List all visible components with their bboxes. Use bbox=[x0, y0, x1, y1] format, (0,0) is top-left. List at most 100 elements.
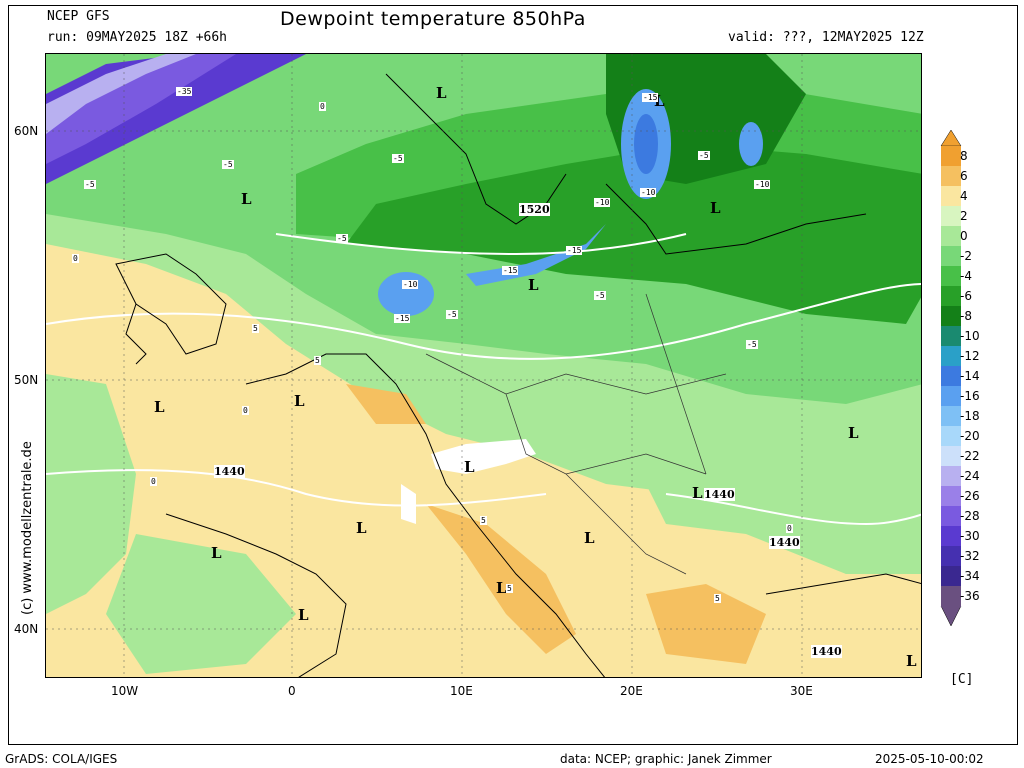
contour-label: -15 bbox=[502, 266, 519, 275]
run-info: run: 09MAY2025 18Z +66h bbox=[47, 30, 228, 45]
contour-label: 0 bbox=[242, 406, 249, 415]
field-minus16-band bbox=[466, 224, 606, 286]
legend-tick-label: -26 bbox=[960, 489, 980, 503]
legend-cell bbox=[941, 206, 961, 227]
legend-tick-label: -14 bbox=[960, 369, 980, 383]
low-marker: L bbox=[584, 529, 595, 547]
contour-label: -10 bbox=[754, 180, 771, 189]
lat-label: 60N bbox=[14, 124, 39, 138]
contour-label: 5 bbox=[480, 516, 487, 525]
height-label: 1440 bbox=[811, 645, 842, 658]
legend-cell bbox=[941, 346, 961, 367]
field-plus6-italy bbox=[426, 504, 576, 654]
lat-label: 50N bbox=[14, 373, 39, 387]
contour-label: 0 bbox=[786, 524, 793, 533]
legend-cell bbox=[941, 526, 961, 547]
legend-tick-label: -20 bbox=[960, 429, 980, 443]
valid-time: valid: ???, 12MAY2025 12Z bbox=[728, 30, 924, 45]
below-ground-west-alps bbox=[401, 484, 416, 524]
low-marker: L bbox=[298, 606, 309, 624]
field-zero-atlantic bbox=[46, 374, 136, 614]
contour-label: 0 bbox=[72, 254, 79, 263]
height-label: 1440 bbox=[769, 536, 800, 549]
footer-credits: data: NCEP; graphic: Janek Zimmer bbox=[560, 752, 772, 766]
low-marker: L bbox=[436, 84, 447, 102]
lon-label: 30E bbox=[790, 684, 813, 698]
contour-label: 5 bbox=[314, 356, 321, 365]
legend-tick-label: -12 bbox=[960, 349, 980, 363]
low-marker: L bbox=[848, 424, 859, 442]
contour-label: -5 bbox=[446, 310, 458, 319]
footer-timestamp: 2025-05-10-00:02 bbox=[875, 752, 984, 766]
contour-label: -5 bbox=[392, 154, 404, 163]
legend-tick-label: -10 bbox=[960, 329, 980, 343]
legend-cell bbox=[941, 186, 961, 207]
map-title: Dewpoint temperature 850hPa bbox=[280, 8, 586, 30]
isohypse-line bbox=[46, 283, 921, 360]
below-ground-alps bbox=[431, 439, 536, 474]
coastlines bbox=[115, 73, 921, 677]
lon-label: 10E bbox=[450, 684, 473, 698]
contour-label: -5 bbox=[222, 160, 234, 169]
legend-cell bbox=[941, 566, 961, 587]
contour-label: -15 bbox=[394, 314, 411, 323]
contour-label: -5 bbox=[594, 291, 606, 300]
low-marker: L bbox=[692, 484, 703, 502]
low-marker: L bbox=[241, 190, 252, 208]
contour-label: -10 bbox=[594, 198, 611, 207]
field-plus4-west bbox=[106, 274, 406, 534]
legend-tick-label: -36 bbox=[960, 589, 980, 603]
lon-label: 0 bbox=[288, 684, 296, 698]
lon-label: 10W bbox=[111, 684, 139, 698]
isohypse-line bbox=[46, 469, 547, 507]
legend-cell bbox=[941, 326, 961, 347]
contour-label: -5 bbox=[336, 234, 348, 243]
legend-cell bbox=[941, 406, 961, 427]
legend-tick-label: -32 bbox=[960, 549, 980, 563]
legend-tick-label: -2 bbox=[960, 249, 972, 263]
field-plus6-france bbox=[346, 384, 426, 424]
figure-frame bbox=[8, 5, 1018, 745]
contour-label: -35 bbox=[176, 87, 193, 96]
country-borders bbox=[425, 293, 727, 575]
contour-label: -15 bbox=[642, 93, 659, 102]
model-name: NCEP GFS bbox=[47, 9, 110, 24]
contour-label: 5 bbox=[252, 324, 259, 333]
contour-label: -5 bbox=[746, 340, 758, 349]
low-marker: L bbox=[710, 199, 721, 217]
legend-tick-label: -4 bbox=[960, 269, 972, 283]
contour-label: -10 bbox=[640, 188, 657, 197]
field-plus6-greece bbox=[646, 584, 766, 664]
height-label: 1440 bbox=[704, 488, 735, 501]
legend-cell bbox=[941, 266, 961, 287]
legend-tick-label: -30 bbox=[960, 529, 980, 543]
low-marker: L bbox=[654, 92, 665, 110]
field-zero-iberia bbox=[106, 534, 296, 674]
height-label: 1520 bbox=[519, 203, 550, 216]
legend-unit: [C] bbox=[950, 672, 974, 687]
legend-cell bbox=[941, 226, 961, 247]
legend-tick-label: -24 bbox=[960, 469, 980, 483]
legend-cell bbox=[941, 286, 961, 307]
isohypse-line bbox=[665, 493, 921, 526]
contour-label: -15 bbox=[566, 246, 583, 255]
contour-label: 0 bbox=[150, 477, 157, 486]
low-marker: L bbox=[496, 579, 507, 597]
contour-label: 5 bbox=[714, 594, 721, 603]
legend-tick-label: 6 bbox=[960, 169, 968, 183]
dewpoint-map: L L L L L L L L L L L L L L L L 1520 144… bbox=[45, 53, 922, 678]
field-minus16-northsea bbox=[378, 272, 434, 316]
legend-cell bbox=[941, 246, 961, 267]
legend-cell bbox=[941, 386, 961, 407]
height-label: 1440 bbox=[214, 465, 245, 478]
legend-tick-label: 2 bbox=[960, 209, 968, 223]
legend-tick-label: 0 bbox=[960, 229, 968, 243]
legend-tick-label: -16 bbox=[960, 389, 980, 403]
field-zero-blacksea bbox=[646, 484, 921, 574]
low-marker: L bbox=[528, 276, 539, 294]
footer-software: GrADS: COLA/IGES bbox=[5, 752, 118, 766]
legend-tick-label: -22 bbox=[960, 449, 980, 463]
legend-cell bbox=[941, 506, 961, 527]
graticule bbox=[46, 54, 921, 677]
map-canvas bbox=[46, 54, 921, 677]
